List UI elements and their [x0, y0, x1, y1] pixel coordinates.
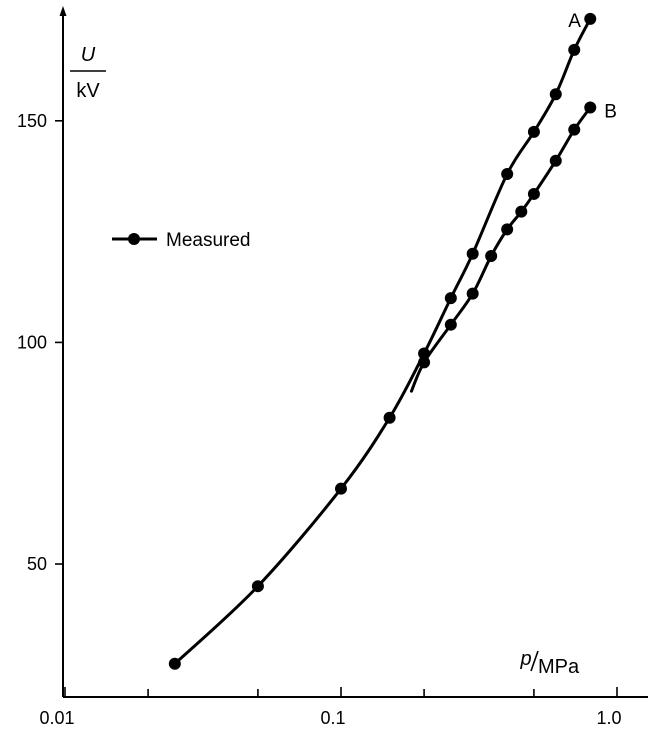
data-point-B-10: [584, 101, 597, 114]
x-tick-label-1: 0.1: [320, 708, 345, 728]
data-point-A-9: [549, 88, 562, 101]
series-line-B: [409, 106, 592, 393]
data-point-B-5: [501, 223, 514, 236]
y-tick-label-0: 50: [27, 554, 47, 574]
data-point-A-10: [568, 43, 581, 56]
data-point-A-11: [584, 12, 597, 25]
data-point-B-4: [485, 249, 498, 262]
data-point-B-8: [549, 154, 562, 167]
y-tick-label-1: 100: [17, 332, 47, 352]
series-B: B: [409, 101, 617, 393]
data-point-A-0: [168, 657, 181, 670]
y-axis-unit: kV: [76, 80, 100, 102]
data-point-A-2: [335, 482, 347, 495]
data-point-B-9: [568, 123, 581, 136]
data-point-A-7: [501, 167, 514, 180]
x-axis-fraction-slash: [530, 650, 539, 672]
data-point-A-6: [466, 247, 479, 260]
data-point-B-2: [444, 318, 457, 331]
x-ticks: 0.01 0.1 1.0: [39, 687, 622, 728]
data-point-B-7: [527, 187, 540, 200]
series-label-A: A: [568, 11, 581, 32]
x-tick-label-0: 0.01: [39, 708, 74, 728]
y-tick-label-2: 150: [17, 111, 47, 131]
legend-marker: [128, 233, 140, 245]
x-axis-title: p MPa: [519, 648, 580, 678]
x-tick-label-2: 1.0: [596, 708, 621, 728]
data-point-A-1: [251, 580, 264, 593]
data-point-B-3: [466, 287, 479, 300]
series-line-A: [173, 17, 592, 666]
data-point-B-1: [418, 356, 431, 369]
y-ticks: 50 100 150: [17, 111, 63, 574]
legend: Measured: [112, 230, 251, 251]
data-point-A-8: [527, 125, 540, 138]
series-A: A: [168, 11, 597, 670]
y-axis-arrow-icon: [59, 6, 67, 16]
data-point-A-3: [383, 411, 396, 424]
y-axis-title: U kV: [70, 44, 106, 102]
x-axis-symbol: p: [519, 648, 531, 670]
data-point-A-5: [444, 292, 457, 305]
data-point-B-6: [515, 205, 528, 218]
series-layer: AB: [168, 11, 617, 670]
legend-label: Measured: [166, 230, 251, 251]
series-label-B: B: [604, 102, 617, 123]
y-axis-symbol: U: [81, 44, 96, 66]
x-axis-unit: MPa: [538, 656, 580, 678]
